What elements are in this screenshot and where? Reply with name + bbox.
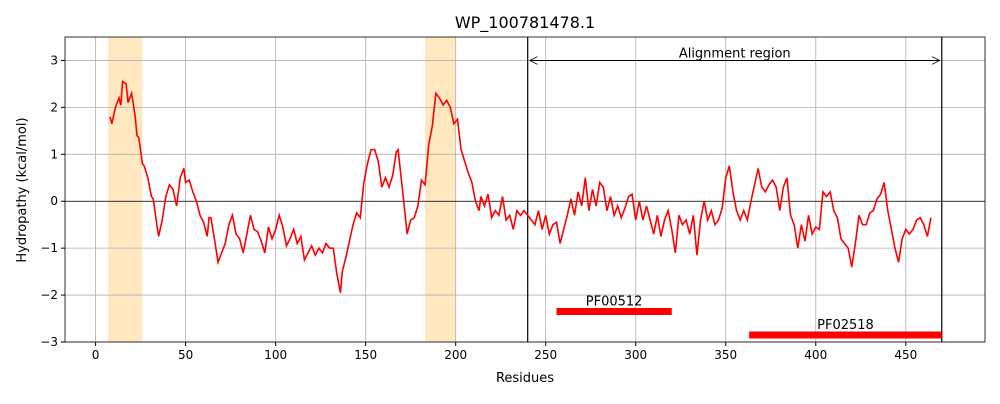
y-tick-label: 1 — [50, 147, 58, 161]
x-axis-label: Residues — [496, 371, 554, 386]
highlight-region — [425, 37, 456, 342]
y-tick-label: −2 — [40, 288, 58, 302]
hydropathy-line — [109, 80, 932, 293]
x-tick-label: 0 — [92, 348, 100, 362]
y-axis-label: Hydropathy (kcal/mol) — [15, 117, 30, 262]
x-tick-label: 350 — [714, 348, 737, 362]
x-tick-label: 250 — [534, 348, 557, 362]
alignment-label: Alignment region — [679, 46, 791, 61]
y-tick-label: 0 — [50, 194, 58, 208]
domain-label: PF02518 — [817, 318, 874, 333]
x-tick-label: 300 — [624, 348, 647, 362]
x-tick-label: 450 — [894, 348, 917, 362]
x-tick-label: 200 — [444, 348, 467, 362]
x-tick-label: 400 — [804, 348, 827, 362]
domain-label: PF00512 — [586, 295, 643, 310]
y-tick-label: 2 — [50, 100, 58, 114]
x-tick-label: 100 — [264, 348, 287, 362]
chart-title: WP_100781478.1 — [455, 13, 595, 33]
y-tick-label: −1 — [40, 241, 58, 255]
y-tick-label: 3 — [50, 53, 58, 67]
plot-frame — [64, 36, 986, 343]
y-tick-label: −3 — [40, 335, 58, 349]
highlight-region — [108, 37, 143, 342]
x-tick-label: 150 — [354, 348, 377, 362]
x-tick-label: 50 — [178, 348, 193, 362]
